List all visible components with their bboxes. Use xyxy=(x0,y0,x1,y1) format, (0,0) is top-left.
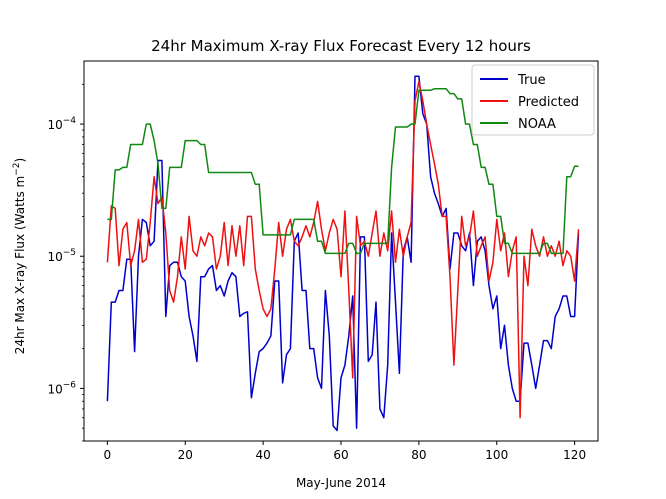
series-line-predicted xyxy=(106,80,580,419)
x-tick-label: 40 xyxy=(255,448,270,462)
y-tick-exponent: −6 xyxy=(63,380,77,390)
plot-lines xyxy=(106,75,580,432)
y-tick-exponent: −5 xyxy=(63,248,76,258)
x-axis-label: May-June 2014 xyxy=(296,476,386,490)
legend-label-true: True xyxy=(517,73,546,88)
y-axis-ticks: 10−610−510−4 xyxy=(47,83,84,442)
legend-box xyxy=(471,64,595,136)
y-axis-label: 24hr Max X-ray Flux (Watts m−2) xyxy=(12,158,27,354)
y-tick-exponent: −4 xyxy=(63,116,77,126)
y-tick-label: 10−4 xyxy=(47,116,76,132)
series-line-true xyxy=(106,75,580,432)
x-tick-label: 100 xyxy=(485,448,508,462)
y-tick-base: 10 xyxy=(47,250,62,264)
y-axis-label-sup: −2 xyxy=(12,162,22,175)
legend: True Predicted NOAA xyxy=(471,64,595,136)
x-tick-label: 0 xyxy=(104,448,112,462)
y-tick-base: 10 xyxy=(47,118,62,132)
legend-label-noaa: NOAA xyxy=(518,117,556,132)
x-axis-ticks: 0 20 40 60 80 100 120 xyxy=(104,441,586,462)
y-axis-label-close: ) xyxy=(13,158,27,163)
x-tick-label: 20 xyxy=(178,448,193,462)
x-tick-label: 80 xyxy=(411,448,426,462)
x-tick-label: 120 xyxy=(563,448,586,462)
series-line-noaa xyxy=(107,87,579,255)
y-tick-base: 10 xyxy=(47,382,62,396)
y-tick-label: 10−6 xyxy=(47,380,76,396)
y-axis-label-main: 24hr Max X-ray Flux (Watts m xyxy=(13,176,27,354)
plot-frame xyxy=(83,60,599,442)
x-tick-label: 60 xyxy=(333,448,348,462)
y-tick-label: 10−5 xyxy=(47,248,76,264)
legend-label-predicted: Predicted xyxy=(518,95,579,110)
chart-title: 24hr Maximum X-ray Flux Forecast Every 1… xyxy=(151,37,531,55)
